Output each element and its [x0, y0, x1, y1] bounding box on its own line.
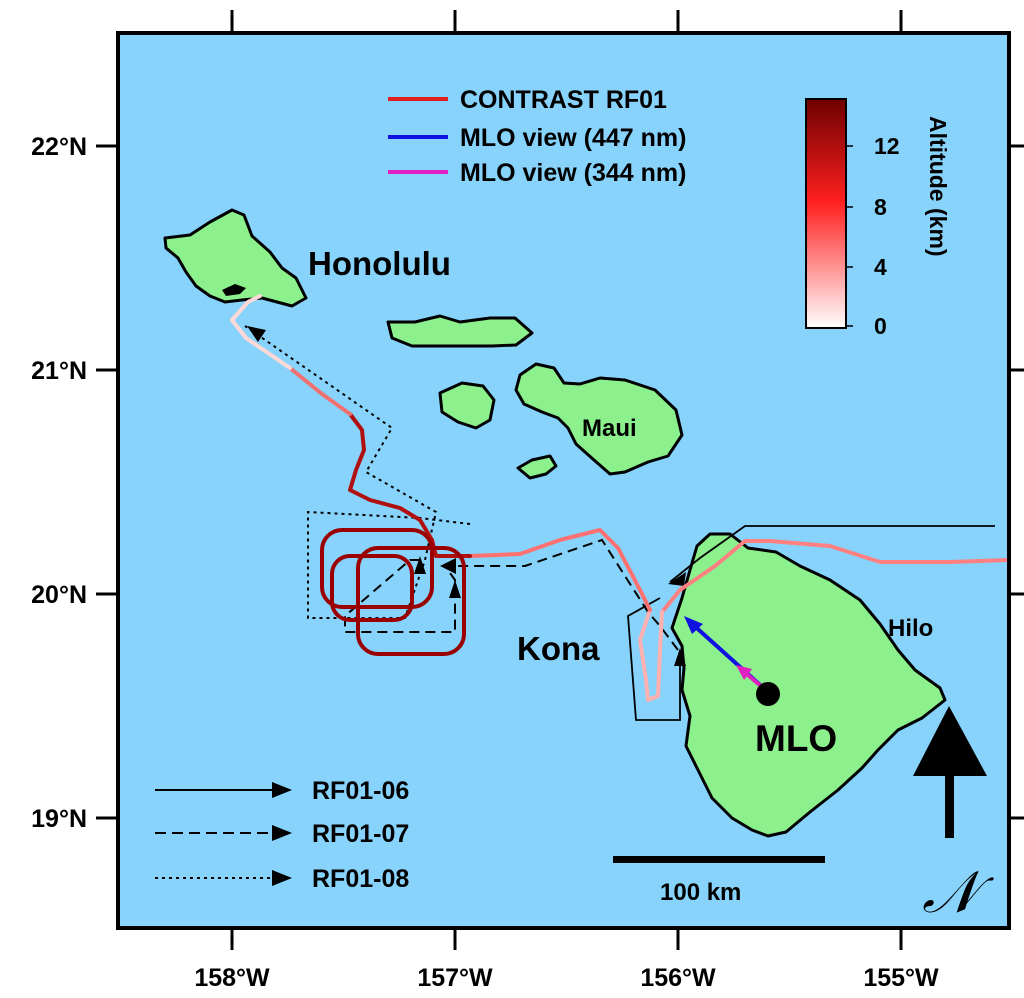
- x-tick-156w: 156°W: [640, 964, 716, 992]
- label-honolulu: Honolulu: [308, 245, 451, 282]
- x-axis-labels: 158°W 157°W 156°W 155°W: [194, 964, 939, 992]
- island-hawaii: [670, 532, 947, 838]
- island-lanai: [438, 381, 496, 430]
- colorbar-tick-8: 8: [874, 194, 887, 220]
- scale-bar: [613, 856, 825, 863]
- x-tick-158w: 158°W: [194, 964, 270, 992]
- y-axis-labels: 22°N 21°N 20°N 19°N: [31, 133, 87, 833]
- track-rf01-06-loop: [627, 597, 681, 721]
- mlo-view-447-arrowhead: [684, 616, 703, 634]
- flight-track-contrast-rf01: [230, 294, 1011, 702]
- track-rf01-06: [669, 525, 995, 583]
- colorbar-gradient: [805, 98, 847, 329]
- track-legend-rf07: RF01-07: [312, 820, 409, 848]
- mlo-view-344-arrowhead: [736, 665, 752, 680]
- legend-label-mlo-344: MLO view (344 nm): [460, 159, 686, 187]
- map-frame: [116, 31, 1011, 930]
- island-maui: [514, 362, 684, 476]
- y-tick-22n: 22°N: [31, 133, 87, 161]
- island-molokai: [386, 314, 534, 348]
- colorbar-tick-0: 0: [874, 313, 887, 339]
- track-legend: RF01-06 RF01-07 RF01-08: [155, 777, 409, 893]
- label-mlo: MLO: [755, 718, 837, 759]
- altitude-colorbar: 12 8 4 0 Altitude (km): [805, 98, 951, 339]
- track-arrowheads: [247, 326, 686, 666]
- ocean: [118, 33, 1009, 928]
- honolulu-city: [222, 284, 246, 296]
- colorbar-title: Altitude (km): [925, 116, 951, 257]
- islands: [163, 208, 947, 838]
- y-tick-20n: 20°N: [31, 581, 87, 609]
- y-tick-21n: 21°N: [31, 357, 87, 385]
- x-tick-157w: 157°W: [417, 964, 493, 992]
- track-legend-rf06: RF01-06: [312, 777, 409, 805]
- island-oahu: [163, 208, 308, 308]
- legend-label-contrast: CONTRAST RF01: [460, 86, 667, 114]
- island-kahoolawe: [516, 454, 558, 480]
- mlo-station-marker: [756, 682, 780, 706]
- scale-bar-label: 100 km: [660, 879, 741, 906]
- legend-label-mlo-447: MLO view (447 nm): [460, 124, 686, 152]
- north-arrow-head: [913, 706, 987, 776]
- track-legend-rf08: RF01-08: [312, 865, 409, 893]
- colorbar-tick-4: 4: [874, 254, 887, 280]
- y-tick-19n: 19°N: [31, 805, 87, 833]
- label-hilo: Hilo: [888, 615, 933, 642]
- colorbar-tick-12: 12: [874, 133, 900, 159]
- track-rf01-08: [244, 325, 471, 619]
- x-tick-155w: 155°W: [863, 964, 939, 992]
- north-arrow-shaft: [945, 770, 954, 838]
- tick-marks: [96, 10, 1024, 950]
- label-maui: Maui: [582, 415, 637, 442]
- label-kona: Kona: [517, 630, 600, 667]
- legend: CONTRAST RF01 MLO view (447 nm) MLO view…: [388, 86, 686, 187]
